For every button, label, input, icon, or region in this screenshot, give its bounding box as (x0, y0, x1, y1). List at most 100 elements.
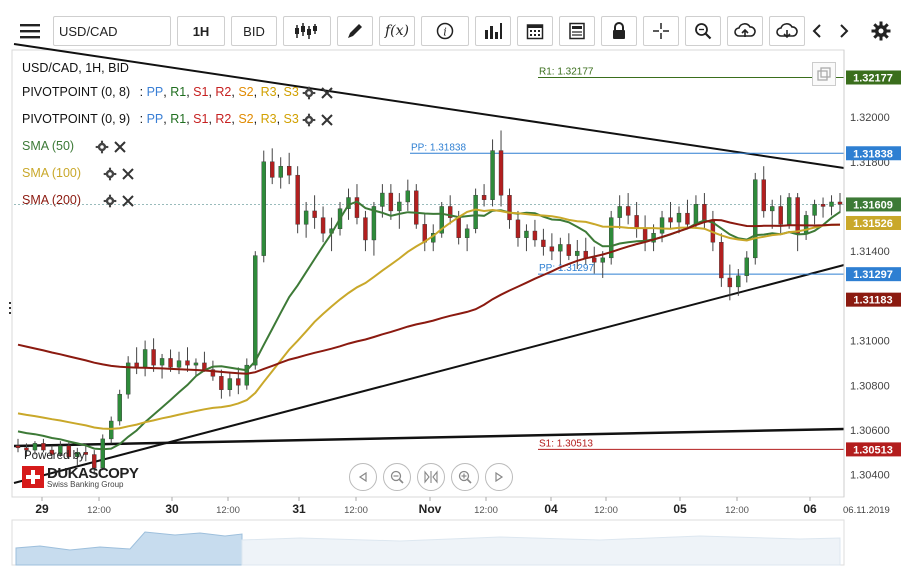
candle-body (286, 166, 292, 176)
sma200-close-icon[interactable] (121, 194, 135, 208)
candle-body (261, 161, 266, 256)
candle-body (397, 201, 402, 212)
pivot-level-r1: R1 (170, 112, 187, 126)
y-tick-label: 1.30800 (850, 380, 890, 392)
settings-button[interactable] (866, 16, 896, 46)
pencil-icon (348, 24, 362, 38)
pivot-level-r3: R3 (260, 112, 277, 126)
menu-button[interactable] (12, 16, 48, 46)
scroll-left-button[interactable] (807, 16, 827, 46)
zoom-button[interactable] (685, 16, 721, 46)
price-tag (846, 215, 901, 230)
candle-body (354, 197, 360, 218)
indicators-button[interactable]: f(x) (379, 16, 415, 46)
sma100-close-icon[interactable] (121, 167, 135, 181)
pivot-level-r2: R2 (215, 112, 232, 126)
price-side-label: BID (243, 23, 265, 39)
nav-zoom-out-button[interactable] (383, 463, 411, 491)
navigator[interactable] (11, 519, 845, 566)
triangle-right-icon (495, 472, 504, 482)
candle-body (693, 204, 699, 225)
sma50-settings-icon[interactable] (95, 140, 109, 154)
price-axis: 1.320001.318001.314001.310001.308001.306… (843, 50, 901, 497)
report-button[interactable] (559, 16, 595, 46)
nav-back-button[interactable] (349, 463, 377, 491)
nav-forward-button[interactable] (485, 463, 513, 491)
candle-body (736, 275, 741, 288)
download-button[interactable] (769, 16, 805, 46)
candle-body (270, 161, 275, 178)
calendar-button[interactable] (517, 16, 553, 46)
powered-by-text: Powered by (24, 450, 85, 462)
svg-text:i: i (443, 26, 447, 39)
chevron-right-icon (840, 24, 849, 38)
candle-body (651, 233, 656, 243)
resize-handle[interactable] (9, 302, 12, 318)
x-tick-label: 12:00 (87, 505, 111, 516)
candle-body (41, 443, 46, 451)
candle-body (312, 210, 317, 218)
lower-trend-line (13, 264, 845, 484)
pivot-level-s2: S2 (238, 85, 254, 99)
magnifier-icon (695, 23, 712, 40)
crosshair-button[interactable] (643, 16, 679, 46)
price-tag-label: 1.31838 (853, 148, 893, 160)
candle-body (558, 244, 563, 252)
pivot-annotation: PP: 1.31297 (539, 263, 594, 274)
chart-popout-button[interactable] (812, 62, 836, 86)
pivot2-close-icon[interactable] (320, 113, 334, 127)
candle-body (532, 230, 538, 241)
sma50-close-icon[interactable] (113, 140, 127, 154)
sma100-label: SMA (100) (22, 166, 82, 180)
candle-body (820, 204, 826, 207)
price-side-select[interactable]: BID (231, 16, 277, 46)
candle-body (447, 206, 453, 218)
candle-body (100, 438, 105, 469)
x-tick-label: 31 (292, 502, 306, 516)
volume-button[interactable] (475, 16, 511, 46)
pivot-annotation: R1: 1.32177 (539, 66, 594, 77)
pivot1-settings-icon[interactable] (302, 86, 316, 100)
date-label: 06.11.2019 (843, 505, 890, 516)
price-tag (846, 146, 901, 161)
sma200-label: SMA (200) (22, 193, 82, 207)
nav-reset-button[interactable] (417, 463, 445, 491)
price-tag-label: 1.31526 (853, 218, 893, 230)
nav-zoom-in-button[interactable] (451, 463, 479, 491)
pivot2-settings-icon[interactable] (302, 113, 316, 127)
pivot-level-s1: S1 (193, 112, 209, 126)
candle-body (549, 246, 555, 252)
candle-body (380, 192, 385, 207)
candle-body (541, 239, 546, 247)
pivot1-close-icon[interactable] (320, 86, 334, 100)
symbol-label: USD/CAD (59, 23, 118, 39)
y-tick-label: 1.30400 (850, 470, 890, 482)
navigator-area (15, 531, 243, 566)
legend-pivot2: PIVOTPOINT (0, 9) : PP, R1, S1, R2, S2, … (22, 112, 334, 127)
info-button[interactable]: i (421, 16, 469, 46)
symbol-select[interactable]: USD/CAD (53, 16, 171, 46)
candle-body (498, 150, 504, 196)
timeframe-label: 1H (192, 23, 210, 39)
pivot1-label: PIVOTPOINT (0, 8) (22, 85, 131, 99)
candle-body (295, 174, 300, 225)
candle-body (795, 197, 800, 234)
swiss-cross-icon (22, 466, 44, 488)
candle-body (566, 244, 572, 256)
sma100-settings-icon[interactable] (103, 167, 117, 181)
candle-body (278, 166, 283, 178)
lock-button[interactable] (601, 16, 637, 46)
function-icon: f(x) (384, 23, 409, 39)
candle-body (625, 206, 631, 216)
draw-button[interactable] (337, 16, 373, 46)
timeframe-select[interactable]: 1H (177, 16, 225, 46)
legend-title: USD/CAD, 1H, BID (22, 61, 129, 75)
scroll-right-button[interactable] (834, 16, 854, 46)
sma50-label: SMA (50) (22, 139, 75, 153)
candle-body (812, 204, 817, 216)
chart-type-button[interactable] (283, 16, 331, 46)
candle-body (219, 376, 224, 390)
upload-button[interactable] (727, 16, 763, 46)
sma200-settings-icon[interactable] (103, 194, 117, 208)
